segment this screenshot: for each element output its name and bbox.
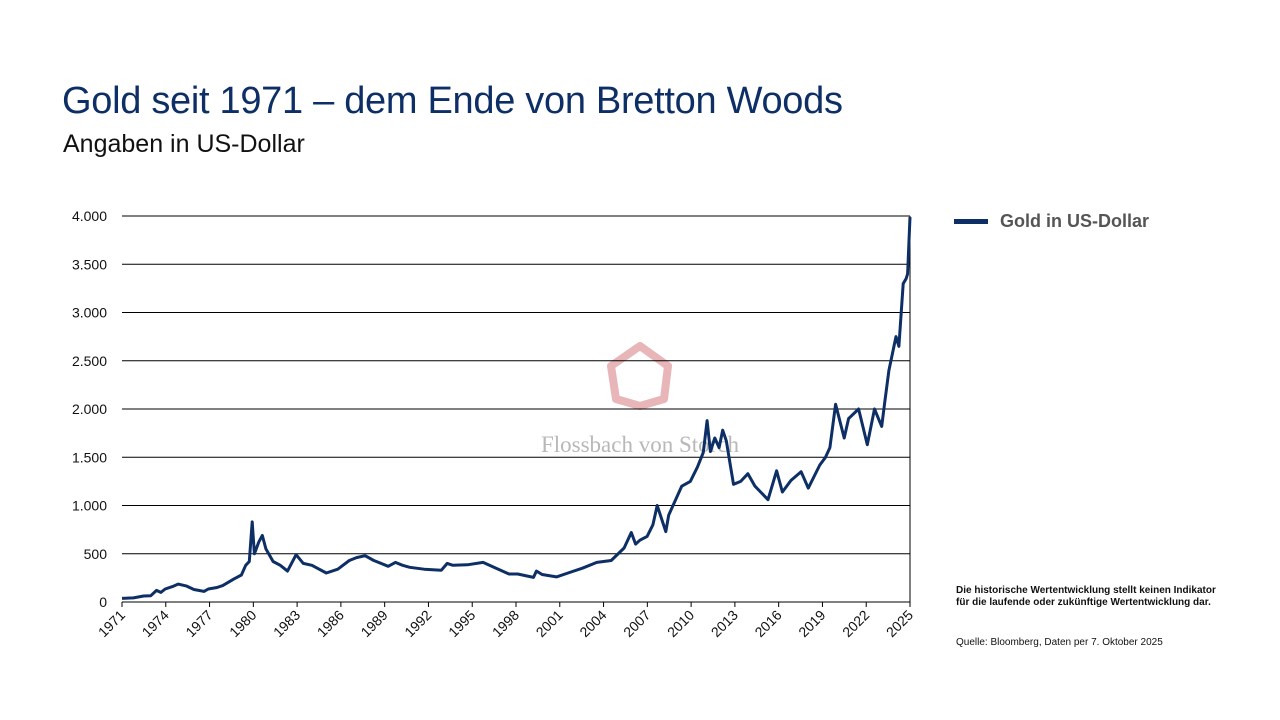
legend: Gold in US-Dollar <box>954 211 1149 232</box>
x-tick-label: 2025 <box>883 607 916 640</box>
y-tick-label: 3.500 <box>72 256 107 272</box>
y-tick-label: 1.500 <box>72 449 107 465</box>
x-tick-label: 2019 <box>795 607 828 640</box>
x-tick-label: 1992 <box>401 607 434 640</box>
chart-title: Gold seit 1971 – dem Ende von Bretton Wo… <box>62 80 843 122</box>
y-tick-label: 2.500 <box>72 353 107 369</box>
chart-subtitle: Angaben in US-Dollar <box>63 130 305 158</box>
x-tick-label: 1998 <box>489 607 522 640</box>
x-tick-label: 2007 <box>620 607 653 640</box>
x-tick-label: 2001 <box>533 607 566 640</box>
y-tick-label: 2.000 <box>72 401 107 417</box>
x-tick-label: 1989 <box>357 607 390 640</box>
x-tick-label: 2022 <box>839 607 872 640</box>
x-tick-label: 1980 <box>226 607 259 640</box>
series-line-gold <box>121 216 912 600</box>
y-tick-label: 0 <box>99 594 107 610</box>
disclaimer-note: Die historische Wertentwicklung stellt k… <box>956 585 1216 608</box>
legend-swatch <box>954 219 988 224</box>
x-tick-label: 1974 <box>139 607 172 640</box>
x-tick-label: 1995 <box>445 607 478 640</box>
watermark-logo <box>607 342 672 410</box>
y-tick-label: 3.000 <box>72 305 107 321</box>
source-note: Quelle: Bloomberg, Daten per 7. Oktober … <box>956 637 1163 648</box>
x-tick-label: 1986 <box>314 607 347 640</box>
y-tick-label: 1.000 <box>72 498 107 514</box>
y-tick-label: 4.000 <box>72 208 107 224</box>
y-tick-label: 500 <box>84 546 108 562</box>
x-tick-label: 2004 <box>576 607 609 640</box>
x-tick-label: 1977 <box>182 607 215 640</box>
legend-label: Gold in US-Dollar <box>1000 211 1150 231</box>
x-tick-label: 1971 <box>95 607 128 640</box>
x-tick-label: 2010 <box>664 607 697 640</box>
x-tick-label: 2013 <box>708 607 741 640</box>
x-tick-label: 2016 <box>751 607 784 640</box>
x-tick-label: 1983 <box>270 607 303 640</box>
